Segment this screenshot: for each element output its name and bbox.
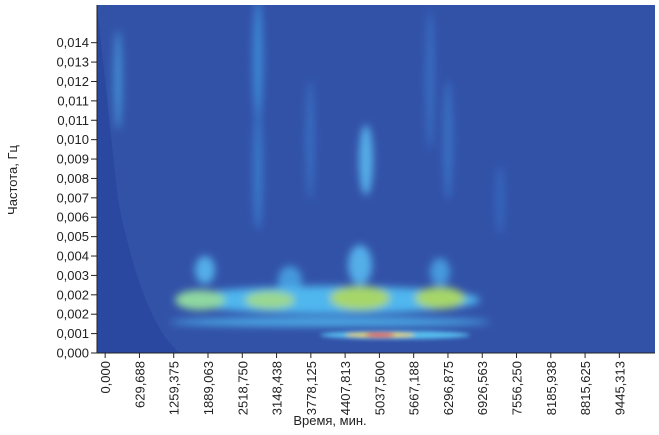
- y-tick-label: 0,002: [56, 287, 89, 302]
- spectrogram-field: [97, 5, 504, 353]
- cone-region: [97, 5, 180, 353]
- x-tick-label: 9445,313: [612, 361, 627, 415]
- x-tick-label: 5037,500: [372, 361, 387, 415]
- y-tick-label: 0,005: [56, 229, 89, 244]
- y-tick-label: 0,006: [56, 210, 89, 225]
- x-tick-label: 5667,188: [407, 361, 422, 415]
- y-tick-label: 0,011: [57, 113, 89, 128]
- y-tick-label: 0,002: [56, 307, 89, 322]
- y-tick-label: 0,008: [56, 171, 89, 186]
- y-tick-label: 0,014: [56, 35, 89, 50]
- y-tick-label: 0,001: [56, 326, 89, 341]
- x-tick-label: 6926,563: [475, 361, 490, 415]
- x-tick-label: 3148,438: [270, 361, 285, 415]
- y-tick-label: 0,007: [56, 190, 89, 205]
- y-tick-label: 0,013: [56, 55, 89, 70]
- x-tick-label: 629,688: [132, 361, 147, 408]
- y-tick-label: 0,011: [57, 93, 89, 108]
- x-tick-label: 0,000: [98, 361, 113, 394]
- y-tick-label: 0,003: [56, 268, 89, 283]
- x-tick-label: 1889,063: [201, 361, 216, 415]
- x-tick-label: 3778,125: [304, 361, 319, 415]
- y-axis-title: Частота, Гц: [5, 145, 20, 215]
- x-tick-label: 1259,375: [167, 361, 182, 415]
- y-tick-label: 0,010: [56, 132, 89, 147]
- x-tick-label: 4407,813: [338, 361, 353, 415]
- x-tick-label: 2518,750: [235, 361, 250, 415]
- x-tick-label: 8185,938: [544, 361, 559, 415]
- y-tick-label: 0,000: [56, 346, 89, 361]
- x-tick-label: 8815,625: [578, 361, 593, 415]
- y-tick-label: 0,004: [56, 249, 89, 264]
- y-tick-label: 0,009: [56, 152, 89, 167]
- x-tick-label: 7556,250: [510, 361, 525, 415]
- x-axis-title: Время, мин.: [293, 413, 366, 428]
- y-tick-label: 0,012: [56, 74, 89, 89]
- x-tick-label: 6296,875: [441, 361, 456, 415]
